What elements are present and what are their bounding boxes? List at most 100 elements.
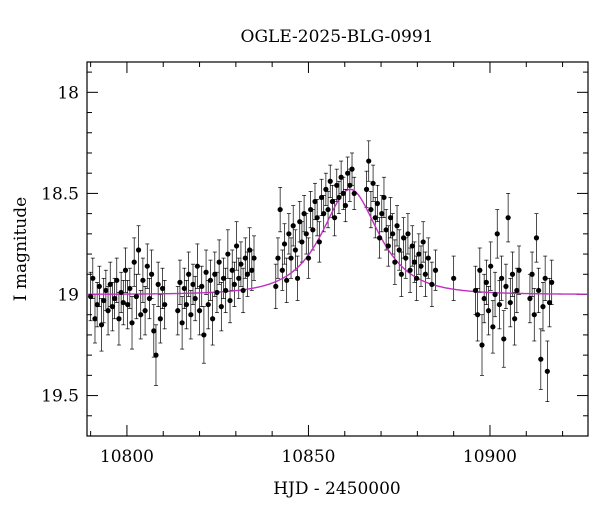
data-point bbox=[216, 259, 222, 265]
data-point bbox=[475, 312, 481, 318]
data-point bbox=[336, 194, 342, 201]
data-point bbox=[227, 297, 233, 304]
data-point bbox=[372, 215, 378, 221]
data-point bbox=[127, 285, 133, 292]
data-point bbox=[275, 255, 281, 261]
data-point bbox=[303, 231, 309, 237]
data-point bbox=[420, 239, 426, 245]
data-point bbox=[98, 322, 105, 328]
data-points bbox=[88, 158, 555, 374]
y-tick-label: 19.5 bbox=[41, 387, 79, 407]
data-point bbox=[240, 287, 246, 294]
data-point bbox=[342, 202, 349, 209]
model-curve bbox=[86, 188, 588, 295]
data-point bbox=[196, 308, 203, 314]
data-point bbox=[503, 283, 509, 289]
data-point bbox=[368, 206, 374, 213]
data-point bbox=[194, 263, 200, 269]
data-point bbox=[490, 324, 496, 330]
data-point bbox=[286, 231, 292, 237]
data-point bbox=[507, 299, 513, 306]
data-point bbox=[533, 235, 540, 241]
data-point bbox=[96, 283, 102, 289]
x-axis-label: HJD - 2450000 bbox=[273, 479, 401, 499]
data-point bbox=[159, 285, 166, 292]
data-point bbox=[325, 206, 331, 213]
data-point bbox=[492, 291, 498, 298]
data-point bbox=[529, 271, 535, 277]
data-point bbox=[120, 299, 126, 306]
data-point bbox=[179, 320, 185, 326]
data-point bbox=[149, 271, 155, 277]
data-point bbox=[485, 308, 492, 314]
data-point bbox=[396, 247, 402, 253]
axis-ticks bbox=[87, 62, 588, 437]
data-point bbox=[501, 336, 507, 342]
data-point bbox=[203, 269, 209, 275]
data-point bbox=[516, 267, 522, 273]
data-point bbox=[294, 275, 301, 281]
data-point bbox=[111, 295, 118, 302]
data-point bbox=[374, 200, 381, 207]
data-point bbox=[316, 239, 322, 245]
data-point bbox=[220, 275, 227, 281]
data-point bbox=[308, 206, 314, 213]
data-point bbox=[432, 267, 439, 273]
data-point bbox=[377, 235, 383, 241]
data-point bbox=[101, 297, 107, 304]
data-point bbox=[114, 277, 120, 283]
data-point bbox=[103, 287, 109, 294]
data-point bbox=[210, 316, 216, 322]
data-point bbox=[247, 247, 253, 253]
data-point bbox=[366, 158, 372, 164]
chart-title: OGLE-2025-BLG-0991 bbox=[241, 27, 434, 47]
data-point bbox=[301, 211, 307, 217]
data-point bbox=[363, 186, 370, 192]
data-point bbox=[131, 259, 137, 265]
data-point bbox=[398, 271, 404, 277]
data-point bbox=[394, 223, 400, 229]
data-point bbox=[279, 267, 285, 273]
data-point bbox=[542, 275, 548, 281]
data-point bbox=[118, 289, 124, 296]
data-point bbox=[142, 308, 148, 314]
data-point bbox=[109, 304, 116, 310]
data-point bbox=[162, 301, 168, 308]
data-point bbox=[479, 342, 485, 348]
data-point bbox=[477, 267, 483, 273]
data-point bbox=[205, 301, 211, 308]
data-point bbox=[331, 215, 338, 221]
data-point bbox=[318, 194, 325, 201]
data-point bbox=[407, 267, 413, 273]
data-point bbox=[385, 243, 391, 249]
data-point bbox=[422, 271, 428, 277]
data-point bbox=[488, 263, 494, 269]
data-point bbox=[138, 312, 144, 318]
data-point bbox=[249, 267, 255, 273]
data-point bbox=[383, 227, 389, 233]
data-point bbox=[472, 287, 479, 294]
data-point bbox=[496, 301, 503, 308]
data-point bbox=[505, 215, 511, 221]
data-point bbox=[231, 281, 237, 287]
data-point bbox=[92, 316, 98, 322]
data-point bbox=[425, 255, 431, 261]
data-point bbox=[288, 255, 294, 261]
data-point bbox=[290, 223, 296, 229]
x-tick-label: 10900 bbox=[463, 447, 517, 467]
data-point bbox=[494, 231, 500, 237]
data-point bbox=[229, 267, 235, 273]
data-point bbox=[218, 304, 224, 310]
data-point bbox=[212, 271, 218, 277]
y-axis-label: I magnitude bbox=[11, 197, 31, 301]
data-point bbox=[192, 295, 198, 302]
data-point bbox=[400, 235, 407, 241]
data-point bbox=[233, 243, 240, 249]
data-point bbox=[451, 275, 457, 281]
data-point bbox=[387, 215, 394, 221]
data-point bbox=[281, 241, 288, 247]
data-point bbox=[527, 295, 533, 302]
data-point bbox=[549, 279, 555, 285]
